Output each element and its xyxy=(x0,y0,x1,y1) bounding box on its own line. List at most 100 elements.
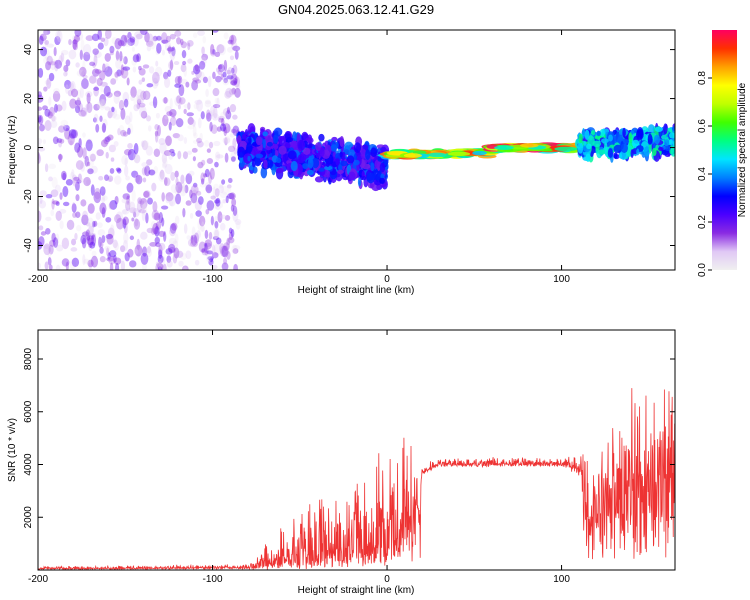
spectrogram-cell xyxy=(71,238,77,246)
spectrogram-cell xyxy=(113,113,121,120)
spectrogram-cell xyxy=(228,192,236,200)
spectrogram-cell xyxy=(80,199,87,207)
spectrogram-cell xyxy=(59,138,65,144)
spectrogram-cell xyxy=(212,186,216,199)
spectrogram-cell xyxy=(99,255,106,263)
spectrogram-cell xyxy=(52,200,59,205)
spectrogram-cell xyxy=(340,160,348,167)
spectrogram-cell xyxy=(44,163,49,173)
snr-y-label: SNR (10 * v/v) xyxy=(7,418,18,482)
spectrogram-cell xyxy=(75,194,80,202)
spectrogram-cell xyxy=(136,238,141,251)
spectrogram-cell xyxy=(146,40,154,47)
spectrogram-cell xyxy=(146,33,154,46)
spectrogram-cell xyxy=(62,123,66,134)
spectrogram-cell xyxy=(179,182,186,192)
spectrogram-cell xyxy=(366,172,375,184)
spectrogram-cell xyxy=(204,168,210,178)
spectrogram-cell xyxy=(107,252,111,261)
spectrogram-cell xyxy=(88,225,94,236)
spectrogram-cell xyxy=(96,77,103,87)
spectrogram-y-label: Frequency (Hz) xyxy=(7,116,18,185)
spectrogram-cell xyxy=(182,181,186,194)
spectrogram-cell xyxy=(107,177,112,183)
spectrogram-cell xyxy=(192,156,196,162)
spectrogram-cell xyxy=(214,220,219,229)
spectrogram-cell xyxy=(212,87,220,97)
spectrogram-cell xyxy=(85,222,91,227)
spectrogram-cell xyxy=(166,260,173,268)
spectrogram-cell xyxy=(40,231,47,236)
spectrogram-cell xyxy=(591,129,596,136)
spectrogram-cell xyxy=(161,256,166,264)
spectrogram-cell xyxy=(82,230,90,241)
spectrogram-cell xyxy=(215,75,222,83)
spectrogram-cell xyxy=(208,141,214,149)
spectrogram-cell xyxy=(76,179,82,184)
spectrogram-cell xyxy=(628,132,633,143)
spectrogram-cell xyxy=(55,30,61,39)
spectrogram-cell xyxy=(136,103,141,110)
spectrogram-cell xyxy=(648,124,655,133)
spectrogram-cell xyxy=(136,53,141,63)
spectrogram-cell xyxy=(80,39,85,52)
spectrogram-cell xyxy=(222,107,231,117)
spectrogram-cell xyxy=(110,78,117,85)
spectrogram-cell xyxy=(100,81,108,87)
spectrogram-cell xyxy=(71,174,77,184)
spectrogram-cell xyxy=(671,126,675,131)
spectrogram-cell xyxy=(74,30,82,37)
spectrogram-cell xyxy=(168,121,172,131)
spectrogram-cell xyxy=(52,136,59,145)
spectrogram-cell xyxy=(162,97,169,104)
spectrogram-cell xyxy=(234,218,242,226)
spectrogram-cell xyxy=(156,35,162,41)
spectrogram-cell xyxy=(79,178,85,183)
spectrogram-cell xyxy=(108,255,115,265)
spectrogram-cell xyxy=(209,257,214,263)
spectrogram-cell xyxy=(125,200,131,211)
spectrogram-cell xyxy=(91,234,96,247)
spectrogram-cell xyxy=(99,115,103,122)
spectrogram-cell xyxy=(206,158,214,165)
spectrogram-cell xyxy=(225,249,230,255)
spectrogram-cell xyxy=(208,172,212,185)
spectrogram-cell xyxy=(50,209,55,216)
spectrogram-cell xyxy=(494,145,514,150)
spectrogram-cell xyxy=(109,250,117,258)
snr-panel: -200 -100 0 100 2000 4000 6000 8000 Height of … xyxy=(7,329,676,596)
spectrogram-cell xyxy=(77,173,82,182)
spectrogram-cell xyxy=(225,109,232,120)
spectrogram-cell xyxy=(103,85,111,97)
spectrogram-cell xyxy=(72,38,78,50)
spectrogram-cell xyxy=(157,124,161,137)
spectrogram-cell xyxy=(206,255,212,263)
spectrogram-cell xyxy=(218,185,225,194)
spectrogram-cell xyxy=(47,250,52,258)
spectrogram-y-tick-label: -20 xyxy=(23,189,34,204)
spectrogram-cell xyxy=(191,80,199,91)
spectrogram-cell xyxy=(133,154,141,164)
spectrogram-cell xyxy=(604,142,608,154)
spectrogram-cell xyxy=(166,47,175,52)
spectrogram-cell xyxy=(136,200,143,213)
spectrogram-cell xyxy=(88,244,93,252)
spectrogram-cell xyxy=(155,261,161,267)
spectrogram-cell xyxy=(145,212,149,224)
spectrogram-cell xyxy=(71,88,79,98)
spectrogram-cell xyxy=(95,212,101,220)
spectrogram-cell xyxy=(335,158,340,166)
spectrogram-cell xyxy=(168,243,176,253)
spectrogram-cell xyxy=(74,232,78,241)
spectrogram-cell xyxy=(106,233,114,245)
spectrogram-cell xyxy=(133,35,139,47)
spectrogram-cell xyxy=(117,39,125,47)
spectrogram-cell xyxy=(45,61,52,71)
spectrogram-cell xyxy=(93,191,102,204)
spectrogram-cell xyxy=(174,30,182,37)
spectrogram-cell xyxy=(123,98,129,108)
spectrogram-cell xyxy=(227,177,233,184)
spectrogram-cell xyxy=(43,56,49,64)
spectrogram-cell xyxy=(164,41,172,52)
spectrogram-cell xyxy=(187,42,191,51)
